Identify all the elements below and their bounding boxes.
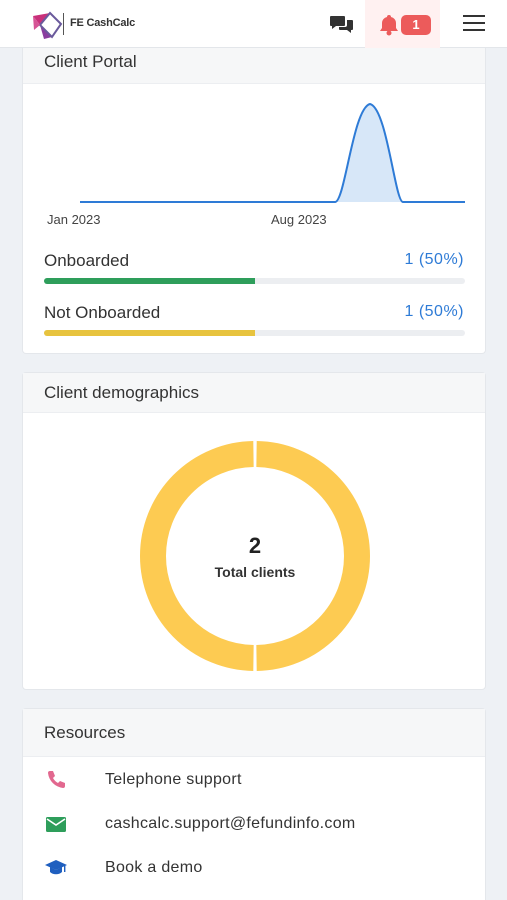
not-onboarded-label: Not Onboarded	[44, 303, 161, 322]
chart-series-line	[80, 102, 465, 203]
not-onboarded-progress-fill	[44, 330, 255, 336]
bell-icon	[380, 15, 398, 36]
graduation-cap-icon	[45, 860, 67, 875]
chart-area-fill	[335, 104, 403, 202]
telephone-support-link[interactable]: Telephone support	[45, 769, 465, 793]
menu-line	[463, 22, 485, 24]
fe-cashcalc-logo[interactable]	[30, 10, 64, 40]
resources-card: Resources Telephone support cashcalc.sup…	[22, 708, 486, 900]
client-demographics-donut-chart	[139, 441, 371, 671]
menu-line	[463, 15, 485, 17]
onboarded-value: 1 (50%)	[404, 251, 464, 268]
client-portal-card: Client Portal Jan 2023 Aug 2023 Onboarde…	[22, 48, 486, 354]
client-demographics-title: Client demographics	[23, 373, 485, 413]
book-demo-label: Book a demo	[105, 859, 203, 876]
x-tick-label: Jan 2023	[47, 212, 101, 227]
top-bar: FE CashCalc 1	[0, 0, 507, 48]
x-tick-label: Aug 2023	[271, 212, 327, 227]
notifications-button[interactable]: 1	[365, 0, 440, 48]
donut-segment-1	[256, 441, 371, 671]
resources-title: Resources	[23, 709, 485, 757]
client-portal-title: Client Portal	[23, 48, 485, 84]
onboarded-label: Onboarded	[44, 251, 130, 270]
support-email-label: cashcalc.support@fefundinfo.com	[105, 815, 356, 832]
total-clients-label: Total clients	[214, 564, 296, 580]
total-clients-count: 2	[248, 533, 262, 558]
not-onboarded-value: 1 (50%)	[404, 303, 464, 320]
notification-badge: 1	[401, 15, 431, 35]
brand-name: FE CashCalc	[70, 17, 136, 29]
client-portal-chart	[80, 102, 465, 203]
support-email-link[interactable]: cashcalc.support@fefundinfo.com	[45, 813, 465, 837]
client-demographics-card: Client demographics 2 Total clients	[22, 372, 486, 690]
telephone-support-label: Telephone support	[105, 771, 242, 788]
logo-divider	[63, 13, 64, 35]
phone-icon	[48, 771, 65, 788]
chat-icon[interactable]	[330, 14, 354, 36]
menu-line	[463, 29, 485, 31]
onboarded-progress-fill	[44, 278, 255, 284]
email-icon	[46, 817, 66, 832]
book-demo-link[interactable]: Book a demo	[45, 857, 465, 881]
hamburger-menu-icon[interactable]	[463, 15, 485, 33]
donut-segment-2	[139, 441, 254, 671]
onboarded-progress-bar	[44, 278, 465, 284]
not-onboarded-progress-bar	[44, 330, 465, 336]
